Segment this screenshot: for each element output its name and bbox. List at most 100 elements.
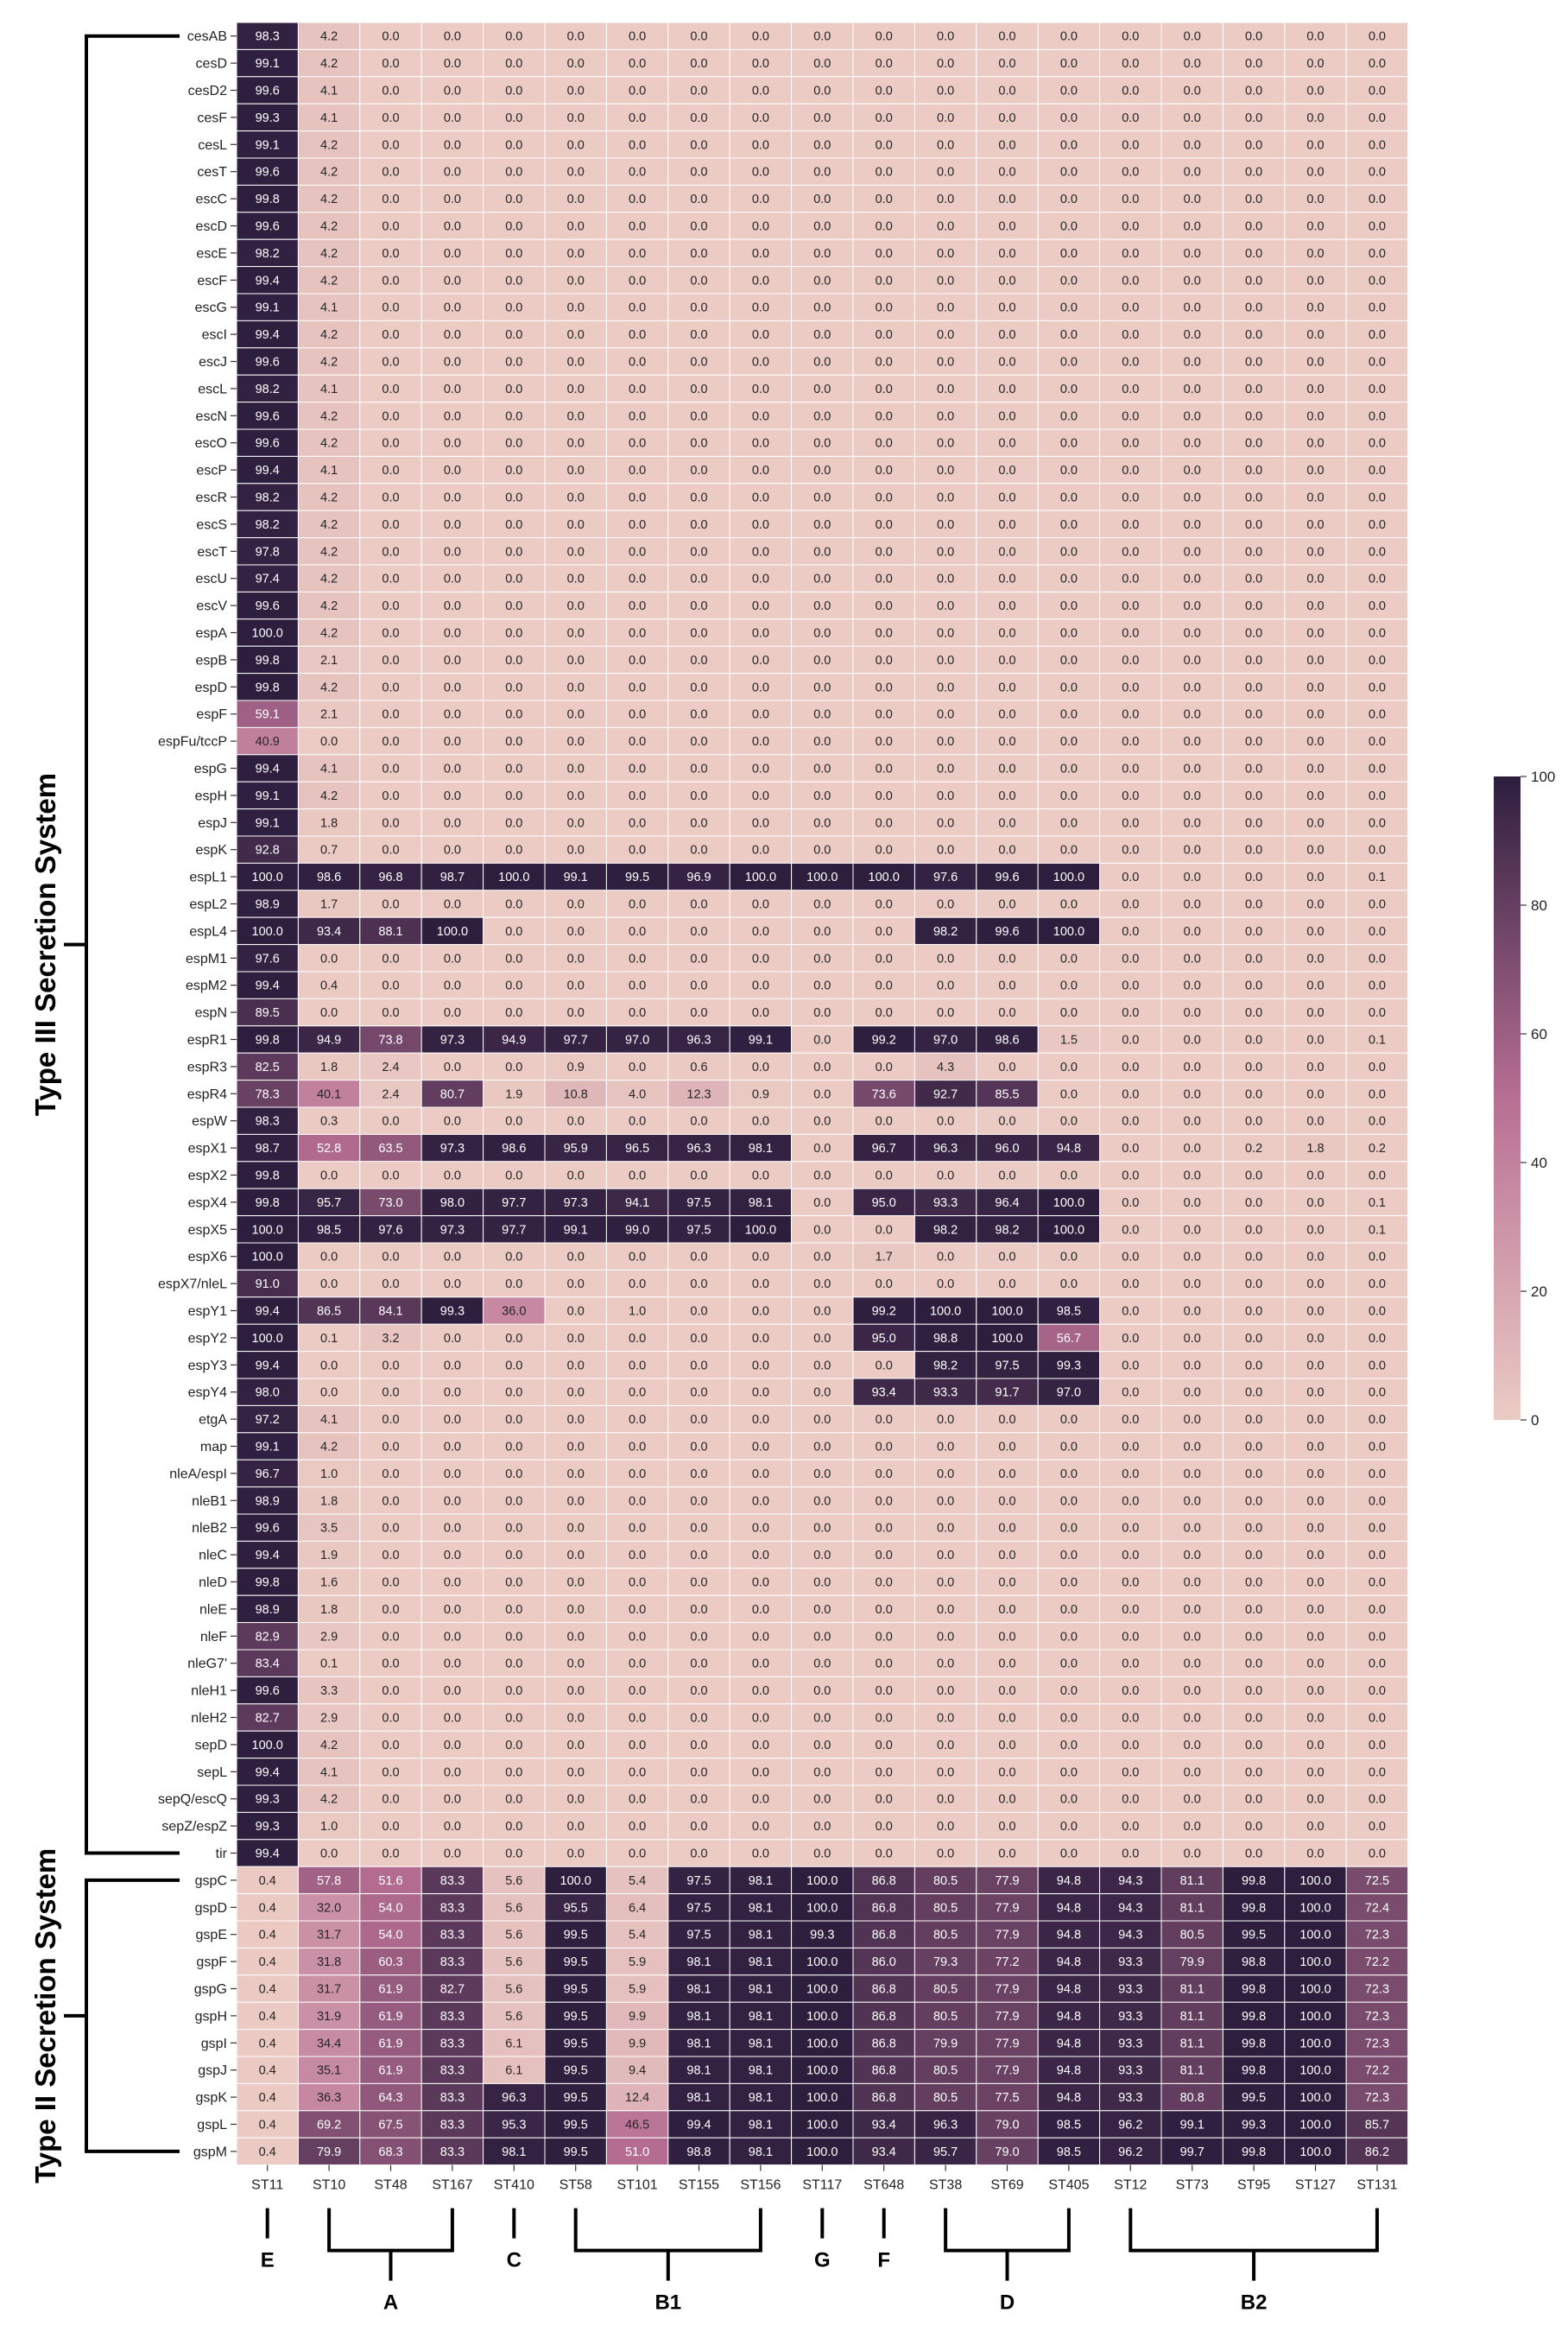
cell-value-label: 95.0: [872, 1332, 896, 1346]
cell-value-label: 0.0: [444, 898, 461, 912]
cell-value-label: 0.0: [1122, 1277, 1139, 1291]
cell-value-label: 0.0: [1122, 1359, 1139, 1372]
cell-value-label: 0.0: [998, 30, 1015, 44]
heatmap-cell: [1345, 483, 1409, 511]
heatmap-cell: [1222, 700, 1286, 728]
cell-value-label: 0.0: [1184, 111, 1201, 125]
cell-value-label: 94.3: [1118, 1874, 1142, 1888]
heatmap-cell: [791, 238, 854, 268]
colorbar-tick-label: 60: [1531, 1026, 1547, 1042]
cell-value-label: 0.0: [1184, 925, 1201, 939]
heatmap-cell: [1037, 618, 1101, 647]
cell-value-label: 0.0: [813, 1223, 831, 1237]
heatmap-cell: [914, 673, 977, 701]
heatmap-cell: [1345, 510, 1409, 539]
cell-value-label: 0.0: [813, 1006, 831, 1020]
cell-value-label: 0.0: [1060, 464, 1078, 478]
cell-value-label: 0.0: [937, 844, 954, 858]
heatmap-cell: [791, 455, 854, 485]
cell-value-label: 0.0: [998, 274, 1015, 288]
heatmap-cell: [791, 754, 854, 783]
cell-value-label: 0.0: [998, 1413, 1015, 1427]
cell-value-label: 100.0: [252, 1332, 283, 1346]
cell-value-label: 4.2: [320, 328, 338, 342]
cell-value-label: 0.0: [1060, 166, 1078, 180]
cell-value-label: 0.0: [382, 138, 399, 152]
cell-value-label: 0.0: [567, 1847, 585, 1861]
cell-value-label: 99.3: [1242, 2119, 1266, 2132]
cell-value-label: 82.5: [256, 1061, 280, 1074]
cell-value-label: 0.0: [629, 166, 646, 180]
cell-value-label: 0.0: [998, 437, 1015, 451]
cell-value-label: 98.9: [256, 898, 280, 912]
cell-value-label: 0.0: [690, 247, 707, 261]
cell-value-label: 0.0: [1122, 1765, 1139, 1779]
heatmap-cell: [791, 184, 854, 213]
cell-value-label: 100.0: [745, 871, 776, 884]
cell-value-label: 0.0: [1245, 464, 1262, 478]
cell-value-label: 0.0: [998, 1765, 1015, 1779]
cell-value-label: 0.0: [629, 1603, 646, 1617]
heatmap-cell: [359, 130, 422, 159]
cell-value-label: 0.0: [444, 138, 461, 152]
cell-value-label: 0.0: [752, 1739, 769, 1752]
heatmap-cell: [852, 673, 915, 701]
cell-value-label: 4.2: [320, 193, 338, 206]
cell-value-label: 0.0: [444, 1549, 461, 1562]
cell-value-label: 0.4: [259, 2010, 276, 2024]
cell-value-label: 100.0: [806, 871, 838, 884]
cell-value-label: 0.0: [1369, 274, 1386, 288]
cell-value-label: 0.0: [937, 1522, 954, 1536]
cell-value-label: 54.0: [378, 1901, 402, 1915]
cell-value-label: 0.0: [1369, 328, 1386, 342]
cell-value-label: 0.0: [505, 1467, 522, 1481]
cell-value-label: 0.0: [998, 844, 1015, 858]
cell-value-label: 0.0: [876, 383, 893, 396]
cell-value-label: 0.0: [1060, 898, 1078, 912]
row-group-bracket: [85, 1878, 180, 2153]
cell-value-label: 0.0: [1306, 1359, 1324, 1372]
cell-value-label: 0.0: [1369, 138, 1386, 152]
cell-value-label: 94.8: [1057, 1901, 1081, 1915]
cell-value-label: 0.0: [690, 627, 707, 641]
cell-value-label: 64.3: [378, 2091, 402, 2105]
cell-value-label: 0.0: [567, 735, 585, 749]
row-label: espM2: [186, 979, 227, 993]
heatmap-cell: [1345, 862, 1409, 891]
heatmap-cell: [544, 293, 607, 321]
row-label: gspF: [196, 1955, 227, 1970]
cell-value-label: 100.0: [806, 1901, 838, 1915]
cell-value-label: 0.0: [629, 816, 646, 830]
cell-value-label: 0.0: [1369, 844, 1386, 858]
cell-value-label: 0.0: [1184, 1223, 1201, 1237]
cell-value-label: 0.1: [1369, 871, 1386, 884]
cell-value-label: 93.3: [1118, 2037, 1142, 2050]
cell-value-label: 0.0: [444, 979, 461, 993]
cell-value-label: 0.0: [1369, 111, 1386, 125]
cell-value-label: 0.0: [690, 166, 707, 180]
cell-value-label: 0.0: [752, 247, 769, 261]
cell-value-label: 0.0: [1369, 1006, 1386, 1020]
cell-value-label: 5.4: [629, 1929, 646, 1942]
heatmap-cell: [667, 76, 730, 105]
cell-value-label: 0.9: [752, 1087, 769, 1101]
cell-value-label: 0.0: [1245, 30, 1262, 44]
cell-value-label: 0.0: [1184, 1603, 1201, 1617]
cell-value-label: 0.0: [998, 247, 1015, 261]
cell-value-label: 0.0: [937, 57, 954, 71]
cell-value-label: 0.0: [444, 30, 461, 44]
cell-value-label: 0.0: [1245, 1413, 1262, 1427]
cell-value-label: 99.5: [564, 2091, 588, 2105]
cell-value-label: 0.0: [1184, 844, 1201, 858]
cell-value-label: 0.0: [505, 138, 522, 152]
cell-value-label: 0.0: [567, 1522, 585, 1536]
heatmap-cell: [297, 700, 361, 728]
cell-value-label: 0.0: [1369, 1359, 1386, 1372]
cell-value-label: 0.0: [444, 1494, 461, 1508]
cell-value-label: 98.9: [256, 1603, 280, 1617]
cell-value-label: 0.0: [1306, 85, 1324, 98]
cell-value-label: 9.4: [629, 2064, 646, 2078]
cell-value-label: 0.0: [382, 356, 399, 370]
cell-value-label: 0.2: [1369, 1142, 1386, 1156]
cell-value-label: 0.0: [937, 1630, 954, 1644]
